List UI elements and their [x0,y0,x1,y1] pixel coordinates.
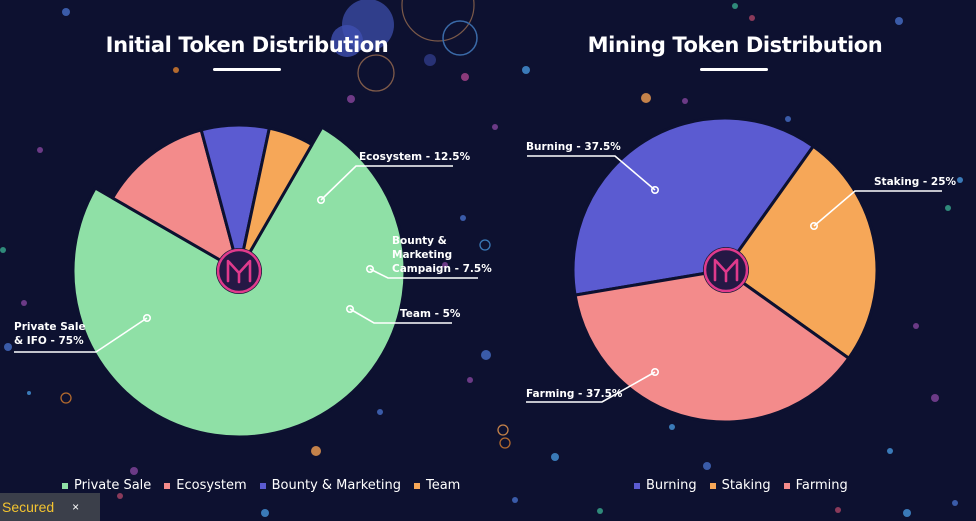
close-icon[interactable]: × [72,500,80,514]
label-leaders: Private Sale & IFO - 75% Ecosystem - 12.5%… [14,141,957,403]
legend-swatch [709,482,716,489]
legend-swatch [634,482,640,489]
logo-badges [216,247,749,294]
label-farming-line: Farming - 37.5% [526,388,623,400]
label-private-sale-line: Private Sale [14,321,86,333]
label-team: Team - 5% [400,308,461,320]
mining-title-underline [700,68,768,71]
legend-label: Farming [795,478,848,493]
legend-label: Staking [721,478,771,493]
brand-logo-icon [216,248,262,294]
slice-ecosystem [111,128,241,273]
legend-item-staking: Staking [709,478,771,493]
initial-title-underline [213,68,281,71]
legend-item-bounty-marketing: Bounty & Marketing [259,478,401,493]
leader-line [349,308,452,324]
label-bounty-marketing-line: Bounty & [392,235,447,247]
legend-label: Team [425,478,461,493]
legend-label: Ecosystem [176,478,247,493]
label-burning-line: Burning - 37.5% [526,141,621,153]
legend-item-burning: Burning [634,478,697,493]
label-bounty-marketing-line: Campaign - 7.5% [392,263,492,275]
leader-line [369,268,478,279]
legend-swatch [62,482,68,489]
label-ecosystem: Ecosystem - 12.5% [359,151,471,163]
leader-line [527,155,656,191]
legend-swatch [259,482,266,489]
slice-farming [573,268,851,424]
label-private-sale: Private Sale & IFO - 75% [14,321,86,347]
legend-item-private-sale: Private Sale [62,478,151,493]
background-dots [0,0,963,517]
legend-item-team: Team [413,478,461,493]
slice-staking [723,144,879,360]
label-burning: Burning - 37.5% [526,141,621,153]
legend-label: Bounty & Marketing [271,478,401,493]
mining-legend: Burning Staking Farming [634,478,848,493]
label-staking-line: Staking - 25% [874,176,957,188]
label-bounty-marketing: Bounty & Marketing Campaign - 7.5% [392,235,492,275]
legend-swatch [783,482,790,489]
legend-label: Burning [646,478,697,493]
secured-toast: Secured × [0,493,100,521]
label-private-sale-line: & IFO - 75% [14,335,84,347]
secured-label: Secured [2,499,55,515]
label-team-line: Team - 5% [400,308,461,320]
leader-dot [365,264,374,273]
legend-item-ecosystem: Ecosystem [164,478,247,493]
leader-dot [316,196,325,205]
label-staking: Staking - 25% [874,176,957,188]
leader-dot [650,186,659,195]
leader-dot [809,222,818,231]
label-ecosystem-line: Ecosystem - 12.5% [359,151,471,163]
slice-burning [571,116,815,297]
label-bounty-marketing-line: Marketing [392,249,452,261]
slice-team [237,126,314,273]
legend-label: Private Sale [74,478,152,493]
mining-chart-title: Mining Token Distribution [587,33,883,57]
mining-pie [571,116,879,424]
label-farming: Farming - 37.5% [526,388,623,400]
legend-swatch [164,482,171,489]
leader-dot [143,313,152,322]
legend-swatch [413,482,420,489]
initial-legend: Private Sale Ecosystem Bounty & Marketing T… [62,478,460,493]
brand-logo-icon [703,247,749,293]
leader-line [14,317,148,353]
initial-chart-title: Initial Token Distribution [105,33,389,57]
leader-dot [650,367,659,376]
legend-item-farming: Farming [783,478,848,493]
leader-line [813,190,942,227]
leader-dot [345,304,354,313]
leader-line [526,371,656,403]
leader-line [320,165,453,201]
